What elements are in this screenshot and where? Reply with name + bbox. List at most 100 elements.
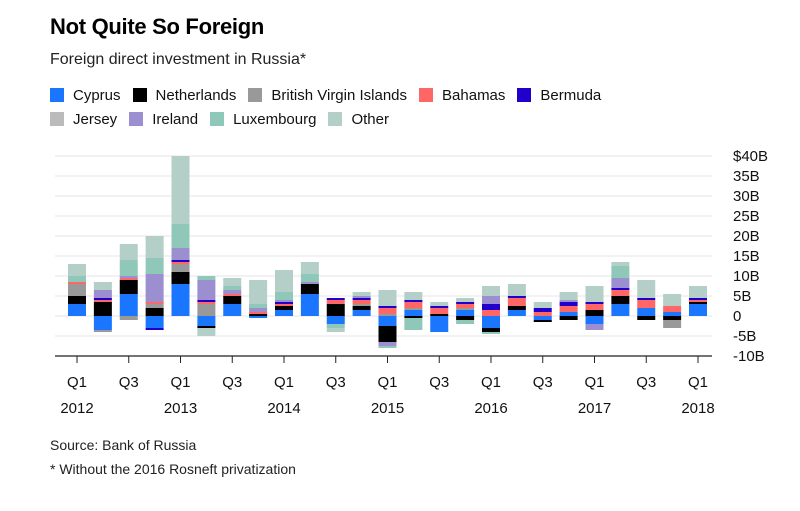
legend-label: Cyprus xyxy=(73,86,121,104)
legend-label: Other xyxy=(351,110,389,128)
bar-segment-cyprus xyxy=(637,308,656,316)
bar-segment-bermuda xyxy=(533,308,552,312)
bar-segment-luxembourg xyxy=(456,320,475,324)
bar-segment-netherlands xyxy=(275,306,293,310)
bar-segment-bermuda xyxy=(559,302,578,306)
bar-segment-other xyxy=(197,328,216,336)
legend-swatch xyxy=(328,112,343,126)
bar-segment-bermuda xyxy=(197,300,216,302)
bar-segment-bermuda xyxy=(378,306,397,308)
bar-segment-netherlands xyxy=(223,296,242,304)
bar-segment-bahamas xyxy=(378,308,397,314)
x-tick-label-year: 2017 xyxy=(578,400,611,417)
bar-segment-cyprus xyxy=(482,316,500,328)
bar-segment-british-virgin-islands xyxy=(171,264,190,272)
bar-segment-other xyxy=(171,156,190,224)
bar-segment-bermuda xyxy=(637,298,656,300)
bar-segment-cyprus xyxy=(663,312,682,316)
bar-segment-luxembourg xyxy=(482,332,500,334)
bar-segment-netherlands xyxy=(197,326,216,328)
bar-segment-british-virgin-islands xyxy=(145,304,164,308)
legend-item: Ireland xyxy=(129,111,198,128)
bar-segment-netherlands xyxy=(378,326,397,342)
bar-segment-ireland xyxy=(197,280,216,300)
legend-label: Ireland xyxy=(152,110,199,128)
bar-segment-luxembourg xyxy=(404,318,423,330)
legend-swatch xyxy=(50,88,64,102)
bar-segment-ireland xyxy=(300,282,319,284)
bar-segment-bahamas xyxy=(456,304,475,308)
y-tick-label: 20B xyxy=(733,228,760,245)
bar-segment-bahamas xyxy=(119,278,138,280)
legend-item: Bahamas xyxy=(419,87,505,104)
bar-segment-cyprus xyxy=(533,316,552,320)
bar-segment-bahamas xyxy=(275,304,293,306)
bar-segment-other xyxy=(119,244,138,260)
bar-segment-netherlands xyxy=(119,280,138,294)
bar-segment-bahamas xyxy=(68,282,86,284)
y-tick-label: 35B xyxy=(733,168,760,185)
footnote: * Without the 2016 Rosneft privatization xyxy=(50,461,296,477)
source-note: Source: Bank of Russia xyxy=(50,437,197,453)
bar-segment-bahamas xyxy=(533,312,552,316)
bar-segment-bahamas xyxy=(197,302,216,304)
bar-segment-bermuda xyxy=(404,300,423,302)
bar-segment-other xyxy=(559,292,578,300)
bar-segment-british-virgin-islands xyxy=(404,308,423,310)
x-tick-label-quarter: Q1 xyxy=(170,374,190,391)
bar-segment-luxembourg xyxy=(300,274,319,282)
chart-title: Not Quite So Foreign xyxy=(50,14,264,39)
bar-segment-cyprus xyxy=(223,304,242,316)
legend-label: Bahamas xyxy=(442,86,506,104)
bar-segment-netherlands xyxy=(300,284,319,294)
bar-segment-luxembourg xyxy=(223,286,242,290)
bar-segment-ireland xyxy=(275,300,293,302)
bar-segment-luxembourg xyxy=(119,260,138,276)
bar-segment-netherlands xyxy=(93,302,112,316)
bar-segment-bahamas xyxy=(352,300,371,304)
bar-segment-bermuda xyxy=(145,328,164,330)
legend: Cyprus Netherlands British Virgin Islands B… xyxy=(50,83,750,131)
bar-segment-bermuda xyxy=(430,306,449,308)
legend-label: Luxembourg xyxy=(233,110,317,128)
bar-segment-other xyxy=(326,328,345,332)
bar-segment-bahamas xyxy=(663,306,682,312)
bar-segment-other xyxy=(430,302,449,306)
bar-segment-bahamas xyxy=(326,300,345,304)
bar-segment-cyprus xyxy=(559,312,578,316)
x-tick-label-quarter: Q3 xyxy=(636,374,656,391)
bar-segment-british-virgin-islands xyxy=(68,284,86,296)
bar-segment-british-virgin-islands xyxy=(352,304,371,306)
bar-segment-british-virgin-islands xyxy=(93,330,112,332)
bar-segment-netherlands xyxy=(482,328,500,332)
x-tick-label-year: 2015 xyxy=(371,400,404,417)
x-tick-label-year: 2016 xyxy=(474,400,507,417)
bar-segment-ireland xyxy=(482,296,500,304)
bar-segment-bermuda xyxy=(611,288,630,290)
bar-segment-luxembourg xyxy=(171,224,190,248)
legend-item: Luxembourg xyxy=(210,111,316,128)
bar-segment-bahamas xyxy=(637,300,656,308)
bar-segment-luxembourg xyxy=(197,276,216,280)
bar-segment-cyprus xyxy=(119,294,138,316)
bar-segment-ireland xyxy=(223,290,242,294)
bar-segment-other xyxy=(249,280,268,304)
bar-segment-other xyxy=(378,290,397,306)
bar-segment-ireland xyxy=(611,278,630,288)
bar-segment-bahamas xyxy=(585,304,604,310)
bar-segment-bermuda xyxy=(482,304,500,310)
bar-segment-netherlands xyxy=(68,296,86,304)
bar-segment-bermuda xyxy=(171,260,190,262)
x-tick-label-quarter: Q1 xyxy=(584,374,604,391)
bar-segment-netherlands xyxy=(559,316,578,320)
bar-segment-netherlands xyxy=(611,296,630,304)
bar-segment-bahamas xyxy=(611,290,630,296)
legend-swatch xyxy=(132,88,147,102)
bar-segment-netherlands xyxy=(689,302,707,304)
bar-segment-bermuda xyxy=(326,298,345,300)
bar-segment-british-virgin-islands xyxy=(119,316,138,320)
x-tick-label-quarter: Q3 xyxy=(533,374,553,391)
bar-segment-cyprus xyxy=(197,316,216,326)
bar-segment-bahamas xyxy=(430,308,449,314)
